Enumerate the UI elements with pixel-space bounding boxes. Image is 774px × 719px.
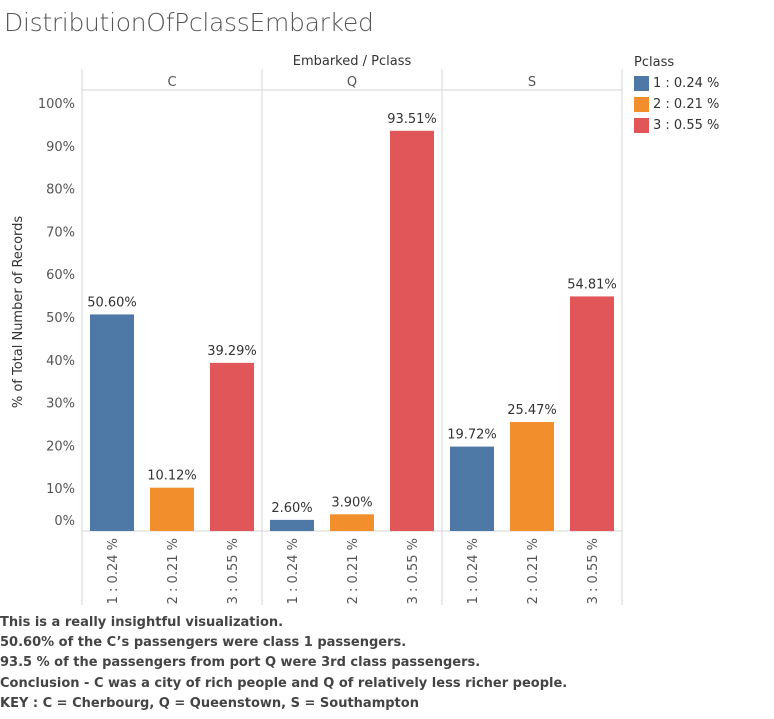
bar-chart: Embarked / Pclass 0% 10% 20% 30% 40% 50% 60% 70%…: [11, 54, 623, 605]
bar-C-3: [210, 362, 254, 531]
note-line-3: 93.5 % of the passengers from port Q wer…: [0, 655, 481, 671]
y-tick-label: 40%: [46, 354, 75, 369]
legend-label-1: 1 : 0.24 %: [653, 76, 720, 91]
x-tick-label: 1 : 0.24 %: [466, 538, 481, 604]
note-line-1: This is a really insightful visualizatio…: [0, 615, 284, 630]
y-tick-label: 30%: [46, 397, 75, 412]
panel-header-Q: Q: [347, 75, 357, 90]
data-label-C-2: 10.12%: [147, 469, 197, 484]
bar-C-1: [90, 314, 134, 531]
legend-swatch-1: [634, 76, 649, 91]
y-tick-label: 10%: [46, 482, 75, 497]
data-label-S-2: 25.47%: [507, 403, 557, 418]
y-tick-label: 100%: [38, 97, 75, 112]
x-tick-label: 3 : 0.55 %: [586, 538, 601, 604]
bar-Q-2: [330, 514, 374, 531]
x-tick-label: 2 : 0.21 %: [346, 538, 361, 604]
chart-title: DistributionOfPclassEmbarked: [4, 8, 374, 37]
caption-notes: This is a really insightful visualizatio…: [0, 613, 567, 714]
data-label-Q-2: 3.90%: [331, 495, 372, 510]
bar-S-2: [510, 421, 554, 531]
legend-item-2[interactable]: 2 : 0.21 %: [634, 94, 719, 115]
data-label-S-3: 54.81%: [567, 277, 617, 292]
column-header: Embarked / Pclass: [293, 54, 412, 69]
y-tick-label: 90%: [46, 140, 75, 155]
x-tick-label: 2 : 0.21 %: [166, 538, 181, 604]
bar-S-1: [450, 446, 494, 531]
data-label-Q-3: 93.51%: [387, 112, 437, 127]
data-label-C-3: 39.29%: [207, 344, 257, 359]
data-label-Q-1: 2.60%: [271, 501, 312, 516]
x-tick-label: 3 : 0.55 %: [226, 538, 241, 604]
data-label-S-1: 19.72%: [447, 428, 497, 443]
note-line-2: 50.60% of the C’s passengers were class …: [0, 635, 407, 651]
panel-header-C: C: [167, 75, 176, 90]
legend-label-3: 3 : 0.55 %: [653, 118, 720, 133]
legend-label-2: 2 : 0.21 %: [653, 97, 720, 112]
legend-item-1[interactable]: 1 : 0.24 %: [634, 73, 719, 94]
x-tick-label: 3 : 0.55 %: [406, 538, 421, 604]
legend-title: Pclass: [634, 55, 675, 70]
legend-item-3[interactable]: 3 : 0.55 %: [634, 115, 719, 136]
panel-header-S: S: [528, 75, 536, 90]
y-tick-label: 20%: [46, 439, 75, 454]
data-label-C-1: 50.60%: [87, 295, 137, 310]
bar-C-2: [150, 487, 194, 531]
y-tick-label: 50%: [46, 311, 75, 326]
y-tick-label: 80%: [46, 183, 75, 198]
x-tick-label: 2 : 0.21 %: [526, 538, 541, 604]
y-tick-label: 60%: [46, 268, 75, 283]
legend: Pclass 1 : 0.24 % 2 : 0.21 % 3 : 0.55 %: [634, 55, 719, 136]
legend-swatch-2: [634, 97, 649, 112]
y-axis-title: % of Total Number of Records: [11, 216, 26, 409]
y-tick-label: 0%: [54, 514, 75, 529]
x-tick-label: 1 : 0.24 %: [286, 538, 301, 604]
bar-S-3: [570, 296, 614, 531]
note-line-5: KEY : C = Cherbourg, Q = Queenstown, S =…: [0, 695, 419, 711]
bar-Q-1: [270, 519, 314, 531]
bar-Q-3: [390, 130, 434, 531]
legend-swatch-3: [634, 118, 649, 133]
note-line-4: Conclusion - C was a city of rich people…: [0, 675, 568, 691]
y-tick-label: 70%: [46, 225, 75, 240]
x-tick-label: 1 : 0.24 %: [106, 538, 121, 604]
